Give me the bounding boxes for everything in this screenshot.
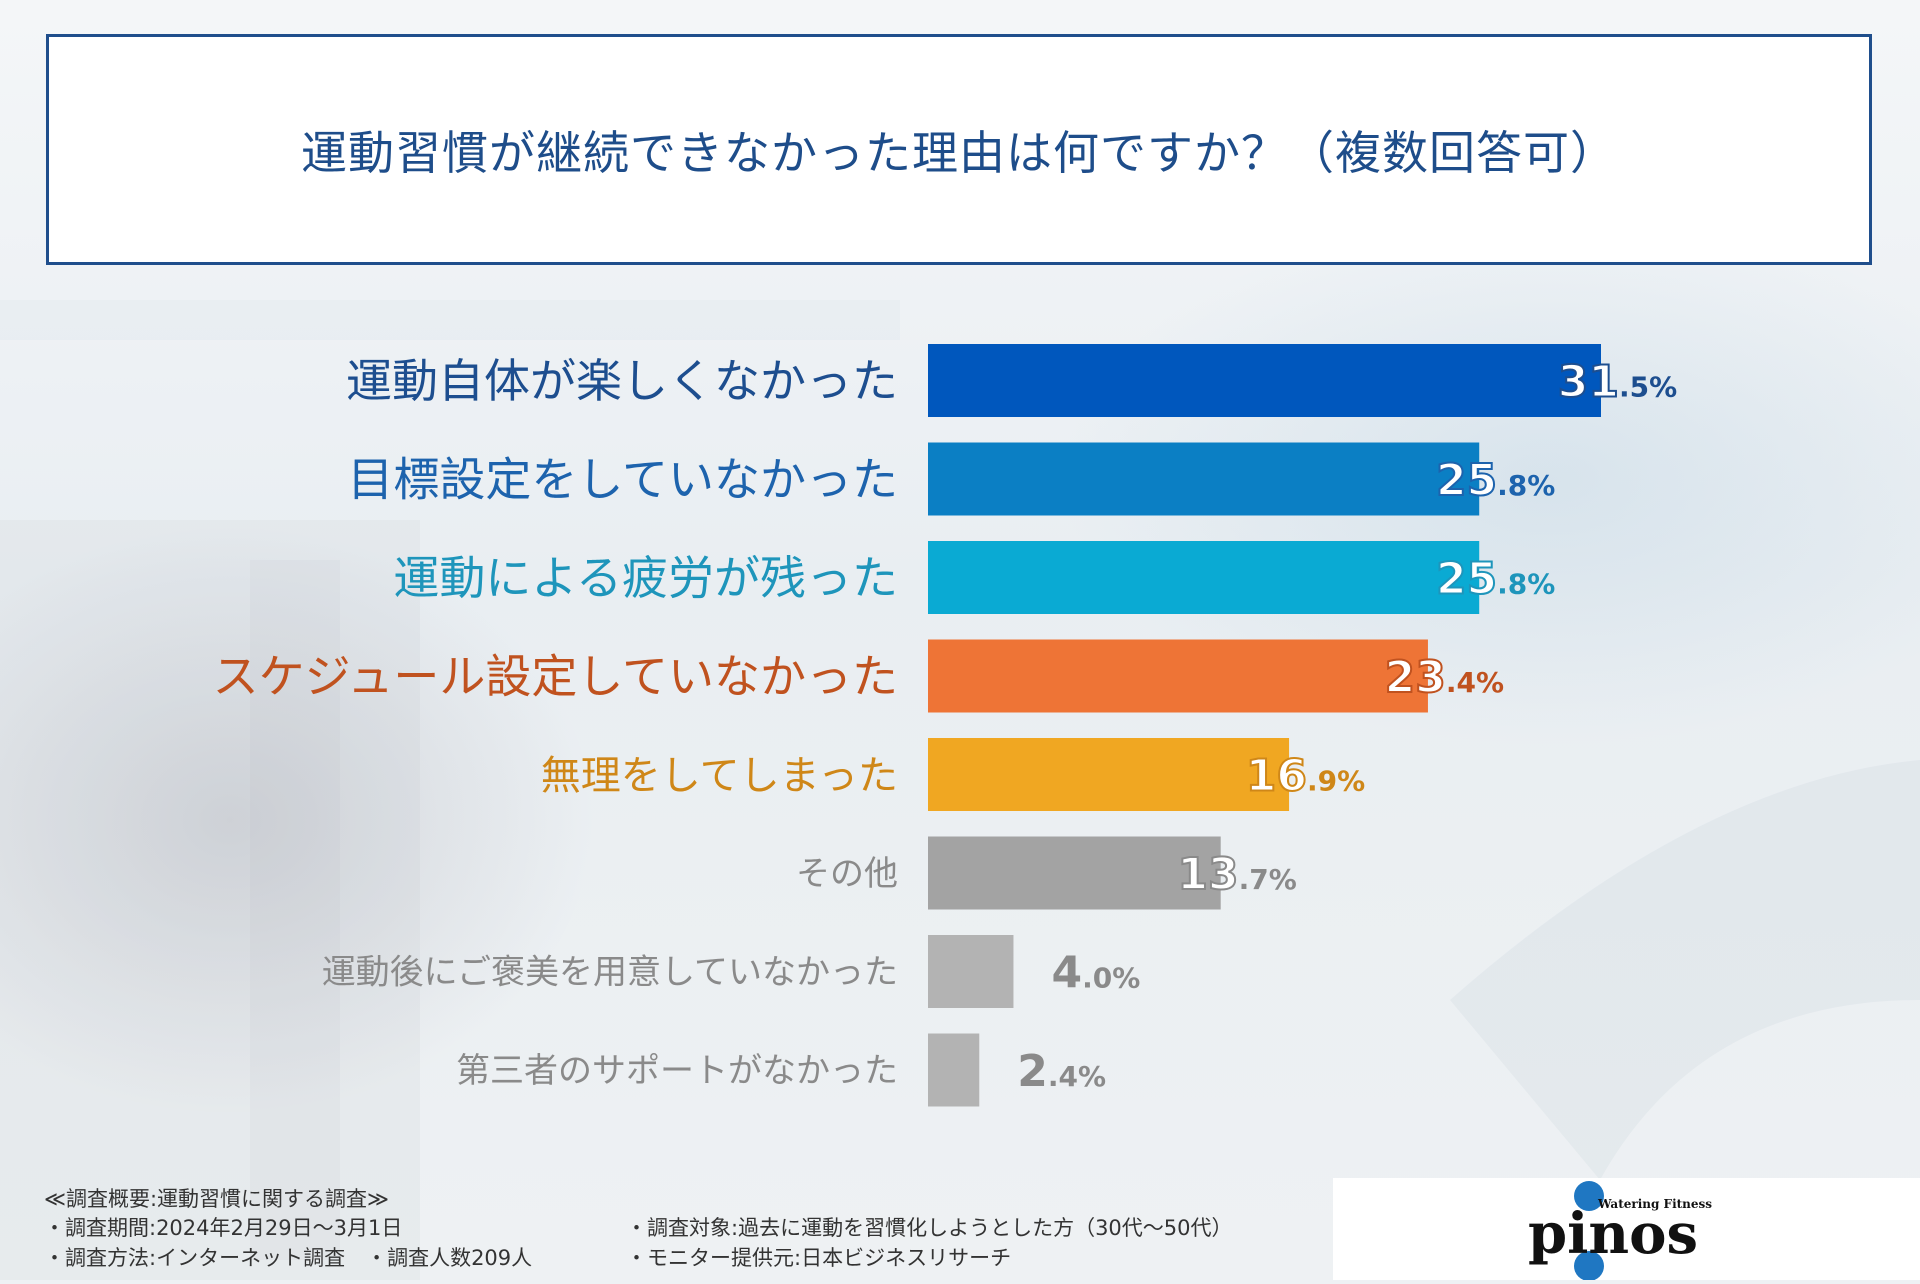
bar-1 bbox=[928, 442, 1480, 516]
category-label-2: 運動による疲労が残った bbox=[393, 551, 898, 605]
logo: pinos Watering Fitness bbox=[1333, 1178, 1920, 1281]
category-label-7: 第三者のサポートがなかった bbox=[456, 1051, 898, 1091]
value-label-5: 13.7% bbox=[1177, 849, 1296, 900]
value-label-0: 31.5% bbox=[1558, 357, 1677, 408]
value-int-0: 31 bbox=[1558, 357, 1619, 408]
category-label-0: 運動自体が楽しくなかった bbox=[346, 354, 898, 408]
value-label-1: 25.8% bbox=[1436, 455, 1555, 506]
bar-6 bbox=[928, 935, 1014, 1008]
value-dec-3: .4% bbox=[1446, 666, 1504, 699]
category-label-1: 目標設定をしていなかった bbox=[347, 453, 898, 507]
chart-title: 運動習慣が継続できなかった理由は何ですか？（複数回答可） bbox=[301, 125, 1617, 180]
pinos-logo: pinos Watering Fitness bbox=[1528, 1181, 1712, 1281]
value-label-3: 23.4% bbox=[1385, 652, 1504, 703]
logo-dot-bottom bbox=[1574, 1251, 1604, 1281]
survey-provider: ・モニター提供元:日本ビジネスリサーチ bbox=[626, 1246, 1012, 1270]
bar-0 bbox=[928, 344, 1601, 417]
value-int-4: 16 bbox=[1246, 751, 1307, 802]
survey-period: ・調査期間:2024年2月29日～3月1日 bbox=[44, 1216, 403, 1240]
value-dec-7: .4% bbox=[1048, 1060, 1106, 1093]
value-int-7: 2 bbox=[1017, 1046, 1048, 1097]
value-int-3: 23 bbox=[1385, 652, 1446, 703]
logo-dot-top bbox=[1574, 1181, 1604, 1211]
value-dec-2: .8% bbox=[1497, 568, 1555, 601]
category-label-6: 運動後にご褒美を用意していなかった bbox=[322, 953, 898, 993]
value-int-6: 4 bbox=[1051, 948, 1082, 999]
value-dec-5: .7% bbox=[1239, 863, 1297, 896]
value-int-1: 25 bbox=[1436, 455, 1497, 506]
title-box: 運動習慣が継続できなかった理由は何ですか？（複数回答可） bbox=[46, 34, 1872, 265]
value-label-4: 16.9% bbox=[1246, 751, 1365, 802]
value-dec-4: .9% bbox=[1307, 765, 1365, 798]
category-label-5: その他 bbox=[796, 854, 898, 894]
value-label-2: 25.8% bbox=[1436, 554, 1555, 605]
bar-3 bbox=[928, 639, 1428, 713]
category-label-3: スケジュール設定していなかった bbox=[213, 650, 898, 704]
logo-tagline: Watering Fitness bbox=[1597, 1197, 1712, 1211]
bar-2 bbox=[928, 541, 1480, 614]
survey-target: ・調査対象:過去に運動を習慣化しようとした方（30代～50代） bbox=[626, 1216, 1233, 1240]
value-int-5: 13 bbox=[1177, 849, 1238, 900]
logo-brand: pinos bbox=[1528, 1201, 1698, 1267]
bar-4 bbox=[928, 738, 1290, 811]
survey-heading: ≪調査概要:運動習慣に関する調査≫ bbox=[44, 1187, 390, 1211]
bar-7 bbox=[928, 1033, 980, 1107]
value-dec-6: .0% bbox=[1082, 962, 1140, 995]
value-label-7: 2.4% bbox=[1017, 1046, 1106, 1097]
value-int-2: 25 bbox=[1436, 554, 1497, 605]
category-label-4: 無理をしてしまった bbox=[541, 753, 898, 799]
survey-method: ・調査方法:インターネット調査 ・調査人数209人 bbox=[44, 1246, 533, 1270]
value-label-6: 4.0% bbox=[1051, 948, 1140, 999]
value-dec-0: .5% bbox=[1619, 371, 1677, 404]
bar-5 bbox=[928, 836, 1221, 910]
value-dec-1: .8% bbox=[1497, 469, 1555, 502]
